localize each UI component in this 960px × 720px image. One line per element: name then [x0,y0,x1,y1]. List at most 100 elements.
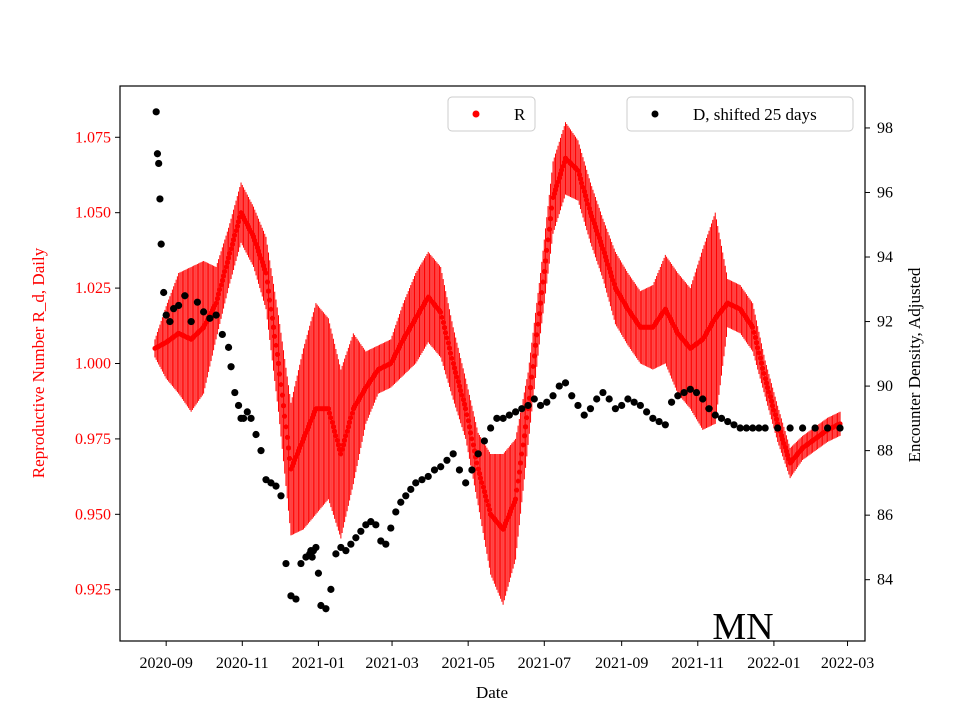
r-point [601,250,607,256]
legend-r-box [447,96,536,132]
r-point [585,201,591,207]
r-point [576,172,582,178]
d-point [786,424,794,432]
r-point [770,403,776,409]
r-point [450,361,456,366]
r-point [521,433,527,439]
r-point [444,335,450,341]
d-point [272,482,280,490]
r-point [343,433,349,439]
r-point [584,197,590,203]
r-point [454,374,460,380]
x-tick-label: 2021-07 [518,655,571,672]
r-point [544,247,550,253]
r-point [474,460,480,466]
d-point [187,317,195,326]
r-point [782,444,788,450]
r-point [540,279,546,285]
r-point [334,437,340,443]
d-point [193,298,201,306]
d-point [160,288,168,297]
d-point [357,527,365,535]
r-point [269,315,275,321]
d-point [397,498,405,506]
r-point [266,288,272,294]
d-point [730,421,738,429]
r-point [335,442,341,448]
r-point [287,456,293,462]
r-point [606,265,612,271]
legend-d-marker [651,110,659,118]
r-point [445,340,451,346]
r-point [460,397,466,403]
d-point [312,543,320,552]
d-point [755,424,763,432]
y-left-tick-label: 1.050 [75,205,111,222]
r-point [551,191,557,197]
r-point [216,291,222,297]
r-point [558,171,564,177]
d-points [152,108,844,613]
x-axis: 2020-09 2020-11 2021-01 2021-03 2021-05 2021-… [140,641,874,672]
r-point [214,296,220,302]
d-point [593,395,601,403]
r-point [476,471,482,477]
r-point [451,365,457,371]
r-point [285,445,291,451]
r-point [580,184,586,190]
d-point [200,308,208,316]
r-point [767,394,773,400]
d-point [749,424,757,432]
d-point [599,388,607,397]
r-point [263,270,269,276]
r-point [785,452,791,458]
r-point [448,350,454,356]
r-point [548,216,554,222]
d-point [424,472,432,481]
y-axis-right: 84 86 88 90 92 94 96 98 [865,120,893,589]
d-point [277,492,285,500]
r-point [279,392,285,398]
x-tick-label: 2021-09 [595,655,648,672]
r-point [236,219,242,225]
d-point [162,311,170,319]
r-point [227,250,233,256]
d-point [511,408,520,416]
y-right-tick-label: 96 [877,184,893,201]
r-point [549,205,555,211]
d-point [605,395,613,403]
d-point [655,417,663,426]
d-point [686,385,694,393]
r-point [554,183,560,189]
d-point [347,540,355,548]
d-point [536,401,545,410]
d-point [774,424,782,432]
r-point [757,355,763,361]
r-point [480,484,486,490]
r-point [268,306,274,312]
r-point [277,371,283,377]
r-point [332,428,338,434]
d-point [661,421,669,429]
r-point [607,269,613,275]
r-point [535,321,541,327]
r-point [283,424,289,430]
d-point [437,463,445,471]
d-point [155,159,163,168]
r-point [518,460,524,466]
x-tick-label: 2022-03 [821,655,874,672]
y-left-tick-label: 1.075 [75,129,111,146]
r-point [763,380,769,386]
r-point [756,350,762,356]
d-point [561,379,570,387]
r-point [438,309,444,315]
d-point [680,388,688,397]
r-point [325,406,331,412]
r-point [781,440,787,446]
d-point [292,595,300,603]
d-point [742,424,751,432]
d-point [234,401,243,410]
d-point [227,363,235,371]
r-point [483,493,489,499]
r-point [464,412,470,418]
